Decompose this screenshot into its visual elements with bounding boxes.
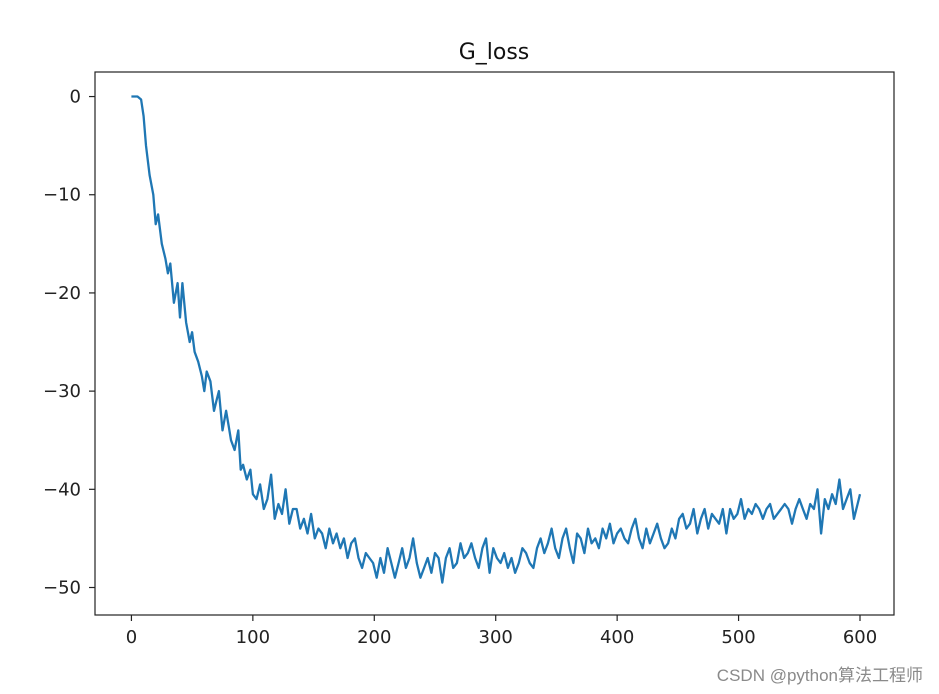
y-tick-label: −50 [43,578,81,599]
y-tick-label: −10 [43,185,81,206]
y-axis: 0 −10 −20 −30 −40 −50 [43,87,95,599]
x-tick-label: 500 [721,627,755,648]
x-tick-label: 0 [126,627,137,648]
series-group [131,95,862,584]
x-tick-label: 300 [479,627,513,648]
watermark: CSDN @python算法工程师 [716,666,923,685]
y-tick-label: −20 [43,283,81,304]
plot-frame [94,71,895,616]
y-tick-label: −30 [43,381,81,402]
x-tick-label: 400 [600,627,634,648]
chart-title: G_loss [459,40,530,65]
series-line-0 [131,95,862,584]
x-axis: 0 100 200 300 400 500 600 [126,615,877,648]
y-tick-label: −40 [43,479,81,500]
y-tick-label: 0 [70,87,81,108]
x-tick-label: 100 [236,627,270,648]
x-tick-label: 200 [357,627,391,648]
x-tick-label: 600 [843,627,877,648]
